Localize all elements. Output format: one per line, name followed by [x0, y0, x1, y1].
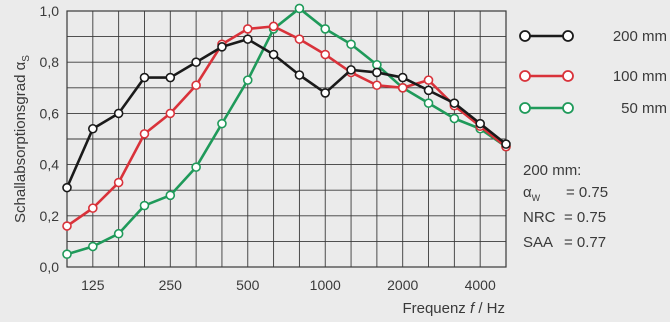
legend-marker: [519, 30, 531, 42]
data-point: [139, 200, 150, 211]
data-point: [191, 57, 201, 68]
plot-frame: [66, 10, 507, 268]
data-point: [88, 123, 98, 134]
data-point: [372, 59, 382, 70]
legend-marker: [519, 102, 531, 114]
data-point: [62, 182, 72, 193]
data-point: [217, 118, 227, 129]
x-tick-label: 4000: [465, 277, 496, 293]
data-point: [88, 203, 98, 213]
legend-marker: [562, 70, 574, 82]
legend-marker: [562, 102, 574, 114]
y-tick-label: 0,0: [40, 259, 60, 275]
legend-label: 50 mm: [621, 100, 667, 117]
data-point: [268, 49, 279, 60]
data-point: [191, 162, 201, 172]
legend-label: 100 mm: [613, 68, 667, 85]
series-group: [62, 3, 511, 259]
series-line: [65, 37, 507, 189]
y-tick-labels: 0,0 0,2 0,4 0,6 0,8 1,0: [40, 3, 60, 275]
grid: [67, 11, 506, 267]
x-tick-label: 1000: [310, 277, 341, 293]
data-point: [139, 129, 150, 139]
y-tick-label: 0,2: [40, 208, 60, 224]
annotation-saa: SAA = 0.77: [523, 234, 606, 251]
data-point: [113, 108, 124, 119]
x-tick-labels: 125 250 500 1000 2000 4000: [81, 277, 496, 293]
data-point: [113, 228, 124, 239]
y-axis-title-subscript: S: [21, 55, 32, 62]
data-point: [320, 49, 331, 60]
data-point: [294, 70, 305, 80]
legend: 200 mm 100 mm 50 mm: [519, 28, 667, 117]
data-point: [346, 65, 356, 75]
data-point: [113, 177, 124, 188]
data-point: [62, 249, 72, 259]
data-point: [294, 34, 305, 44]
x-tick-label: 500: [236, 277, 260, 293]
series-200-mm: [62, 34, 511, 193]
x-tick-label: 250: [159, 277, 183, 293]
data-point: [397, 83, 408, 93]
y-tick-label: 0,6: [40, 105, 60, 121]
data-point: [397, 72, 408, 83]
data-point: [501, 139, 511, 149]
data-point: [62, 221, 72, 231]
series-50-mm: [62, 3, 511, 259]
data-point: [268, 21, 279, 32]
data-point: [320, 24, 331, 34]
data-point: [449, 98, 460, 108]
data-point: [346, 39, 356, 50]
data-point: [475, 118, 485, 129]
data-point: [320, 88, 331, 98]
legend-item: 100 mm: [519, 68, 667, 85]
x-axis-title: Frequenz f / Hz: [402, 300, 505, 317]
legend-marker: [562, 30, 574, 42]
data-point: [191, 80, 201, 91]
data-point: [139, 72, 150, 83]
data-point: [423, 98, 434, 108]
data-point: [449, 113, 460, 124]
annotation-alpha-w: αW = 0.75: [523, 184, 608, 203]
data-point: [242, 75, 253, 85]
data-point: [372, 67, 382, 78]
series-line: [66, 7, 507, 256]
series-100-mm: [62, 21, 511, 231]
data-point: [165, 190, 176, 201]
x-tick-label: 2000: [387, 277, 418, 293]
data-point: [165, 108, 176, 119]
data-point: [423, 85, 434, 96]
y-tick-label: 0,4: [40, 157, 60, 173]
y-tick-label: 1,0: [40, 3, 60, 19]
annotation-nrc: NRC = 0.75: [523, 209, 606, 226]
data-point: [165, 72, 176, 83]
data-point: [217, 42, 227, 52]
annotation-title: 200 mm:: [523, 162, 581, 179]
data-point: [242, 24, 253, 34]
data-point: [423, 75, 434, 85]
data-point: [372, 80, 382, 91]
x-tick-label: 125: [81, 277, 105, 293]
y-axis-title: Schallabsorptionsgrad αS: [12, 55, 32, 223]
data-point: [88, 241, 98, 252]
legend-marker: [519, 70, 531, 82]
legend-item: 200 mm: [519, 28, 667, 45]
annotation-block: 200 mm: αW = 0.75 NRC = 0.75 SAA = 0.77: [523, 162, 608, 251]
y-tick-label: 0,8: [40, 54, 60, 70]
data-point: [294, 3, 305, 14]
data-point: [242, 34, 253, 44]
legend-item: 50 mm: [519, 100, 667, 117]
legend-label: 200 mm: [613, 28, 667, 45]
series-line: [66, 25, 507, 228]
